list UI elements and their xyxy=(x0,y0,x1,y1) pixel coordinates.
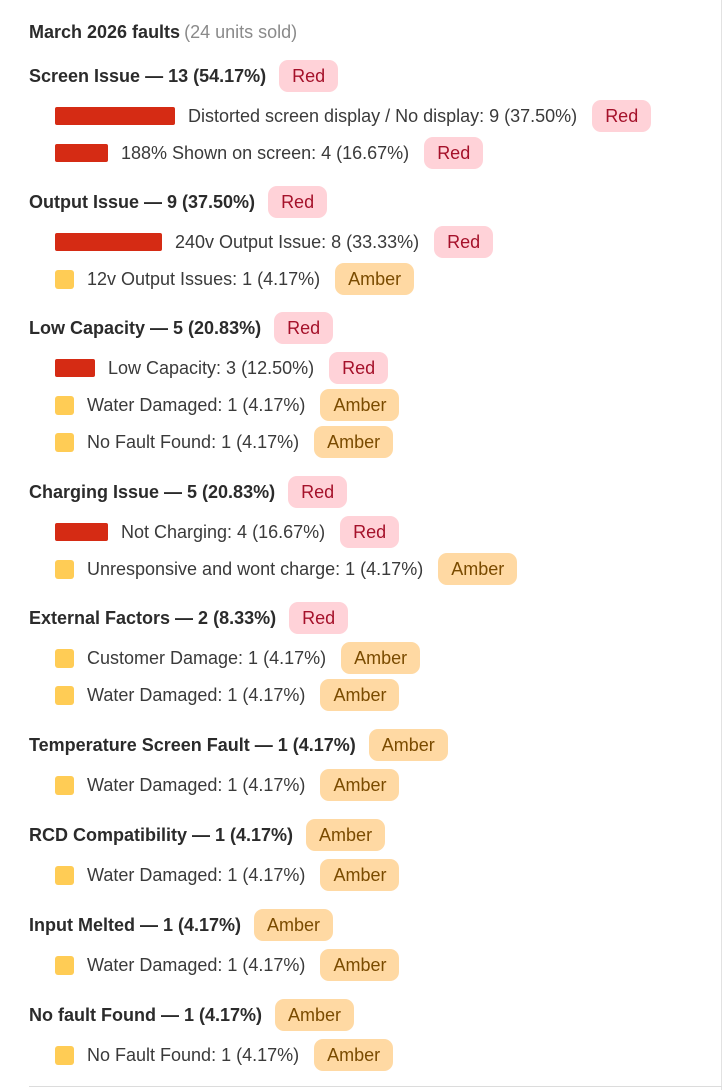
group-label: Temperature Screen Fault — 1 (4.17%) xyxy=(29,734,356,755)
share-square xyxy=(55,432,74,452)
fault-item: Water Damaged: 1 (4.17%) Amber xyxy=(55,678,400,712)
group-label: No fault Found — 1 (4.17%) xyxy=(29,1004,263,1025)
group-header: External Factors — 2 (8.33%) Red xyxy=(29,601,349,635)
fault-item-label: 240v Output Issue: 8 (33.33%) xyxy=(175,231,420,252)
severity-badge: Red xyxy=(340,516,400,548)
severity-badge: Amber xyxy=(254,909,334,941)
share-square xyxy=(55,559,74,579)
fault-item-label: Distorted screen display / No display: 9… xyxy=(188,105,578,126)
severity-badge: Amber xyxy=(306,819,386,851)
severity-badge: Amber xyxy=(314,1039,394,1071)
fault-item-label: Customer Damage: 1 (4.17%) xyxy=(87,647,327,668)
share-bar xyxy=(55,144,108,162)
bottom-divider xyxy=(29,1086,722,1087)
fault-item: Water Damaged: 1 (4.17%) Amber xyxy=(55,948,400,982)
share-square xyxy=(55,955,74,975)
share-bar xyxy=(55,107,175,125)
severity-badge: Amber xyxy=(341,642,421,674)
fault-item: 12v Output Issues: 1 (4.17%) Amber xyxy=(55,262,415,296)
severity-badge: Red xyxy=(268,186,328,218)
group-header: No fault Found — 1 (4.17%) Amber xyxy=(29,998,355,1032)
report-title: March 2026 faults xyxy=(29,22,181,42)
group-header: RCD Compatibility — 1 (4.17%) Amber xyxy=(29,818,386,852)
share-square xyxy=(55,1045,74,1065)
severity-badge: Amber xyxy=(368,729,448,761)
group-label: Screen Issue — 13 (54.17%) xyxy=(29,65,267,86)
severity-badge: Red xyxy=(288,476,348,508)
group-header: Temperature Screen Fault — 1 (4.17%) Ambe… xyxy=(29,728,448,762)
fault-item-label: 12v Output Issues: 1 (4.17%) xyxy=(87,268,321,289)
fault-item: Distorted screen display / No display: 9… xyxy=(55,99,652,133)
fault-item: No Fault Found: 1 (4.17%) Amber xyxy=(55,1038,394,1072)
share-bar xyxy=(55,233,162,251)
severity-badge: Amber xyxy=(320,769,400,801)
severity-badge: Amber xyxy=(320,859,400,891)
fault-item: Water Damaged: 1 (4.17%) Amber xyxy=(55,768,400,802)
fault-item-label: Water Damaged: 1 (4.17%) xyxy=(87,774,306,795)
group-label: RCD Compatibility — 1 (4.17%) xyxy=(29,824,294,845)
severity-badge: Amber xyxy=(275,999,355,1031)
fault-item-label: No Fault Found: 1 (4.17%) xyxy=(87,431,300,452)
severity-badge: Amber xyxy=(320,389,400,421)
severity-badge: Red xyxy=(434,226,494,258)
severity-badge: Amber xyxy=(314,426,394,458)
fault-item: Low Capacity: 3 (12.50%) Red xyxy=(55,351,389,385)
group-label: External Factors — 2 (8.33%) xyxy=(29,607,277,628)
group-label: Low Capacity — 5 (20.83%) xyxy=(29,317,262,338)
share-bar xyxy=(55,359,95,377)
severity-badge: Amber xyxy=(320,679,400,711)
group-label: Input Melted — 1 (4.17%) xyxy=(29,914,242,935)
fault-item: No Fault Found: 1 (4.17%) Amber xyxy=(55,425,394,459)
share-square xyxy=(55,648,74,668)
fault-item-label: Low Capacity: 3 (12.50%) xyxy=(108,357,315,378)
group-label: Output Issue — 9 (37.50%) xyxy=(29,191,256,212)
fault-item-label: Water Damaged: 1 (4.17%) xyxy=(87,864,306,885)
share-square xyxy=(55,685,74,705)
severity-badge: Amber xyxy=(335,263,415,295)
fault-item: Not Charging: 4 (16.67%) Red xyxy=(55,515,400,549)
group-label: Charging Issue — 5 (20.83%) xyxy=(29,481,276,502)
group-header: Charging Issue — 5 (20.83%) Red xyxy=(29,475,348,509)
fault-item-label: Water Damaged: 1 (4.17%) xyxy=(87,954,306,975)
fault-item-label: Not Charging: 4 (16.67%) xyxy=(121,521,326,542)
fault-item: Water Damaged: 1 (4.17%) Amber xyxy=(55,858,400,892)
fault-item: 240v Output Issue: 8 (33.33%) Red xyxy=(55,225,494,259)
fault-item-label: Water Damaged: 1 (4.17%) xyxy=(87,684,306,705)
severity-badge: Amber xyxy=(438,553,518,585)
fault-item-label: No Fault Found: 1 (4.17%) xyxy=(87,1044,300,1065)
group-header: Low Capacity — 5 (20.83%) Red xyxy=(29,311,334,345)
severity-badge: Red xyxy=(329,352,389,384)
severity-badge: Red xyxy=(424,137,484,169)
severity-badge: Red xyxy=(274,312,334,344)
fault-item: Unresponsive and wont charge: 1 (4.17%) A… xyxy=(55,552,518,586)
severity-badge: Amber xyxy=(320,949,400,981)
fault-item: 188% Shown on screen: 4 (16.67%) Red xyxy=(55,136,484,170)
severity-badge: Red xyxy=(289,602,349,634)
group-header: Output Issue — 9 (37.50%) Red xyxy=(29,185,328,219)
severity-badge: Red xyxy=(592,100,652,132)
share-square xyxy=(55,395,74,415)
fault-item: Customer Damage: 1 (4.17%) Amber xyxy=(55,641,421,675)
group-header: Input Melted — 1 (4.17%) Amber xyxy=(29,908,334,942)
fault-item-label: 188% Shown on screen: 4 (16.67%) xyxy=(121,142,410,163)
share-square xyxy=(55,865,74,885)
report-subtitle: (24 units sold) xyxy=(184,22,298,42)
fault-item: Water Damaged: 1 (4.17%) Amber xyxy=(55,388,400,422)
fault-item-label: Water Damaged: 1 (4.17%) xyxy=(87,394,306,415)
share-square xyxy=(55,269,74,289)
severity-badge: Red xyxy=(279,60,339,92)
fault-item-label: Unresponsive and wont charge: 1 (4.17%) xyxy=(87,558,424,579)
share-square xyxy=(55,775,74,795)
share-bar xyxy=(55,523,108,541)
report-header: March 2026 faults (24 units sold) xyxy=(29,21,297,43)
group-header: Screen Issue — 13 (54.17%) Red xyxy=(29,59,339,93)
